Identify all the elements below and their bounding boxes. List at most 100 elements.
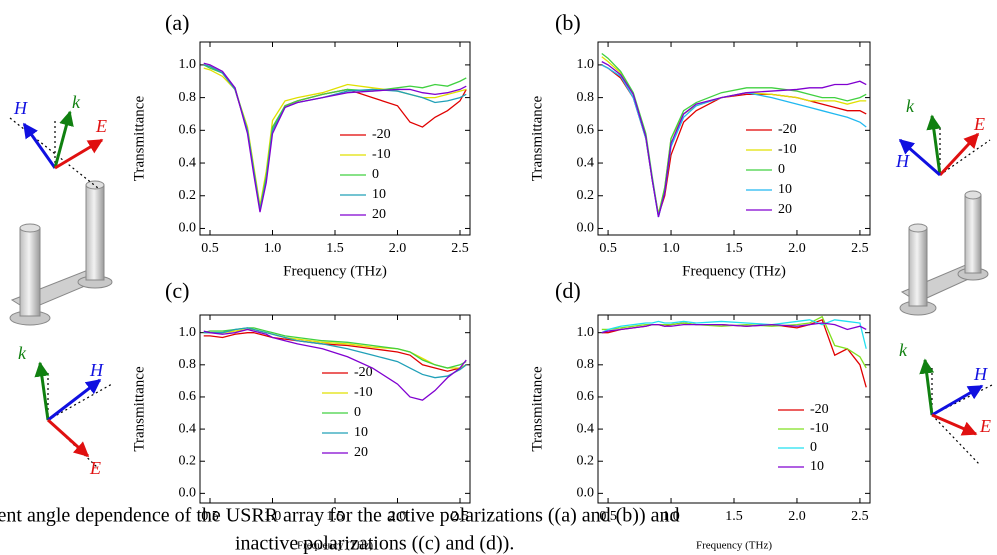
x-tick-label: 2.0 <box>389 241 407 256</box>
x-tick-label: 1.0 <box>264 241 282 256</box>
y-tick-label: 0.0 <box>179 486 197 501</box>
plot-frame <box>597 314 871 504</box>
x-tick-label: 1.0 <box>264 509 282 524</box>
y-tick-label: 0.8 <box>577 90 595 105</box>
x-tick-label: 1.5 <box>326 241 344 256</box>
legend-label: 10 <box>810 459 824 474</box>
plot-frame <box>199 41 471 236</box>
panel-label: (c) <box>165 278 189 303</box>
y-tick-label: 0.6 <box>179 389 197 404</box>
legend-label: -20 <box>354 365 373 380</box>
y-axis-label: Transmittance <box>529 96 545 182</box>
y-tick-label: 1.0 <box>577 57 595 72</box>
chart-panel: 0.5 1.0 1.5 2.0 2.5 0.0 0.2 0.4 0.6 0.8 1.0 (d) Freq… <box>529 278 871 552</box>
y-tick-label: 0.4 <box>179 155 197 170</box>
diagram-label: k <box>906 96 915 116</box>
y-tick-label: 0.2 <box>577 188 595 203</box>
legend-label: -10 <box>778 142 797 157</box>
x-tick-label: 2.5 <box>851 241 869 256</box>
polarization-diagram: H k E <box>9 92 107 189</box>
legend-label: 0 <box>354 405 361 420</box>
y-tick-label: 0.8 <box>577 357 595 372</box>
x-tick-label: 2.0 <box>788 509 806 524</box>
y-tick-label: 0.2 <box>179 453 197 468</box>
legend-label: 20 <box>778 202 792 217</box>
x-tick-label: 1.5 <box>725 241 743 256</box>
x-tick-label: 2.5 <box>451 509 469 524</box>
diagram-label: E <box>89 458 101 478</box>
data-line <box>601 318 867 388</box>
x-tick-label: 2.0 <box>389 509 407 524</box>
chart-panel: 0.5 1.0 1.5 2.0 2.5 0.0 0.2 0.4 0.6 0.8 1.0 (c) Freq… <box>131 278 471 552</box>
usrr-structure <box>899 190 989 316</box>
y-tick-label: 1.0 <box>179 325 197 340</box>
polarization-diagram: k E H <box>895 96 991 177</box>
y-tick-label: 0.4 <box>577 155 595 170</box>
x-tick-label: 0.5 <box>201 241 219 256</box>
y-tick-label: 0.2 <box>577 453 595 468</box>
data-line <box>601 52 867 216</box>
x-tick-label: 0.5 <box>201 509 219 524</box>
data-line <box>601 319 867 349</box>
y-axis-label: Transmittance <box>529 366 545 452</box>
x-tick-label: 2.0 <box>788 241 806 256</box>
diagram-label: k <box>18 343 27 363</box>
x-tick-label: 2.5 <box>851 509 869 524</box>
data-line <box>203 64 467 209</box>
plot-frame <box>597 41 871 236</box>
legend-label: 10 <box>372 187 386 202</box>
data-line <box>203 327 467 379</box>
diagram-label: H <box>13 98 28 118</box>
panel-label: (d) <box>555 278 581 303</box>
diagram-label: E <box>95 116 107 136</box>
legend-label: -10 <box>810 421 829 436</box>
y-tick-label: 1.0 <box>577 325 595 340</box>
chart-panel: 0.5 1.0 1.5 2.0 2.5 0.0 0.2 0.4 0.6 0.8 1.0 (a) Freq… <box>131 10 471 279</box>
polarization-diagram: k H E <box>18 343 113 478</box>
diagram-label: H <box>973 364 988 384</box>
y-tick-label: 0.6 <box>179 123 197 138</box>
legend-label: -10 <box>372 147 391 162</box>
y-tick-label: 0.0 <box>179 221 197 236</box>
legend-label: -20 <box>778 122 797 137</box>
data-line <box>601 64 867 218</box>
y-tick-label: 0.6 <box>577 123 595 138</box>
x-tick-label: 0.5 <box>599 509 617 524</box>
y-tick-label: 0.4 <box>577 421 595 436</box>
diagram-label: E <box>973 114 985 134</box>
diagram-label: H <box>895 151 910 171</box>
legend-label: -20 <box>372 127 391 142</box>
diagram-label: E <box>979 416 991 436</box>
data-line <box>601 64 867 216</box>
data-line <box>203 332 467 372</box>
y-tick-label: 0.8 <box>179 90 197 105</box>
legend-label: 20 <box>354 445 368 460</box>
x-tick-label: 1.5 <box>725 509 743 524</box>
y-axis-label: Transmittance <box>131 96 147 182</box>
diagram-label: k <box>899 340 908 360</box>
panel-label: (b) <box>555 10 581 35</box>
data-line <box>601 322 867 334</box>
legend-label: 10 <box>354 425 368 440</box>
data-line <box>601 56 867 214</box>
data-line <box>203 62 467 213</box>
y-axis-label: Transmittance <box>131 366 147 452</box>
legend-label: 0 <box>778 162 785 177</box>
legend-label: 10 <box>778 182 792 197</box>
legend-label: 0 <box>372 167 379 182</box>
data-line <box>601 315 867 369</box>
chart-panel: 0.5 1.0 1.5 2.0 2.5 0.0 0.2 0.4 0.6 0.8 1.0 (b) Freq… <box>529 10 871 279</box>
polarization-diagram: k H E <box>899 340 993 466</box>
caption-line: inactive polarizations ((c) and (d)). <box>235 533 514 555</box>
x-tick-label: 1.5 <box>326 509 344 524</box>
x-axis-label: Frequency (THz) <box>297 540 373 552</box>
x-axis-label: Frequency (THz) <box>682 263 786 279</box>
y-tick-label: 0.0 <box>577 486 595 501</box>
usrr-structure <box>9 180 113 326</box>
x-axis-label: Frequency (THz) <box>696 540 772 552</box>
x-tick-label: 2.5 <box>451 241 469 256</box>
x-tick-label: 1.0 <box>662 509 680 524</box>
y-tick-label: 0.4 <box>179 421 197 436</box>
caption-line: lent angle dependence of the USRR array … <box>0 505 680 527</box>
